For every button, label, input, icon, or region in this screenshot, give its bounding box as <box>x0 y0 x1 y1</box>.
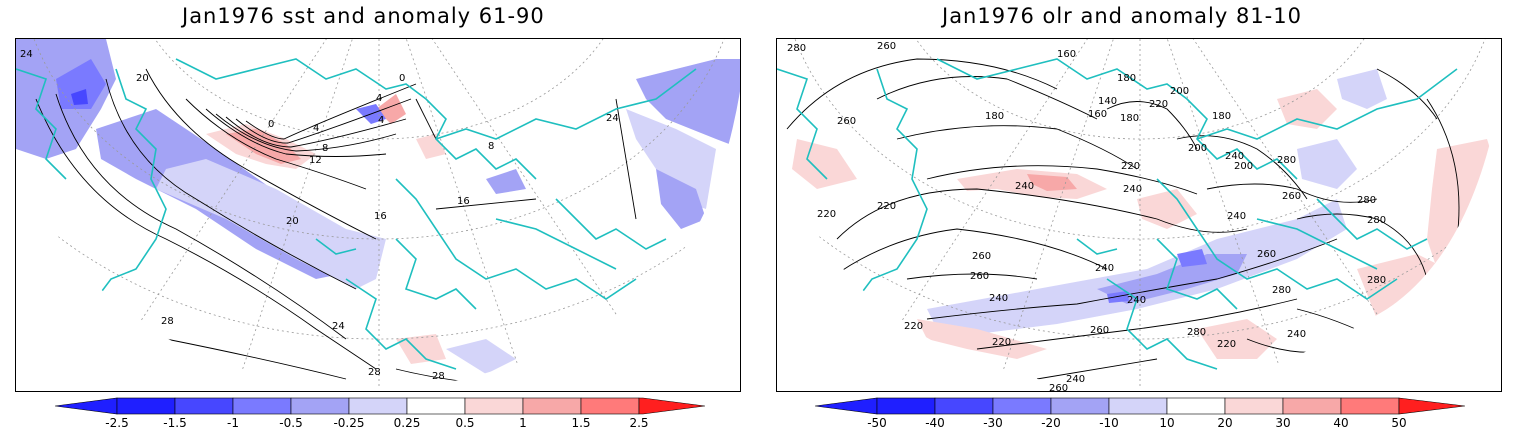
contour-label: 260 <box>970 271 989 282</box>
contour-label: 0 <box>399 73 405 84</box>
colorbar-label: 1.5 <box>571 416 591 430</box>
colorbar-label: 2.5 <box>629 416 649 430</box>
contour-label: 28 <box>368 367 381 378</box>
contour-label: 4 <box>378 115 384 126</box>
sst-map-svg: 24 20 0 4 8 12 0 4 4 8 16 16 20 24 24 28… <box>16 39 740 389</box>
colorbar-label: -0.25 <box>333 416 365 430</box>
colorbar-label: 0.25 <box>393 416 421 430</box>
contour-label: 16 <box>457 196 470 207</box>
contour-label: 12 <box>309 155 322 166</box>
contour-label: 280 <box>1272 285 1291 296</box>
colorbar-label: 50 <box>1391 416 1407 430</box>
contour-label: 240 <box>989 293 1008 304</box>
contour-label: 220 <box>1149 99 1168 110</box>
contour-label: 240 <box>1123 184 1142 195</box>
contour-label: 200 <box>1234 161 1253 172</box>
map-olr: 280 260 160 180 200 220 140 160 180 180 … <box>776 38 1502 392</box>
contour-label: 280 <box>1357 195 1376 206</box>
olr-contour-labels: 280 260 160 180 200 220 140 160 180 180 … <box>787 41 1386 392</box>
contour-label: 28 <box>161 316 174 327</box>
colorbar-label: -2.5 <box>105 416 129 430</box>
contour-label: 260 <box>837 116 856 127</box>
contour-label: 200 <box>1170 86 1189 97</box>
olr-map-svg: 280 260 160 180 200 220 140 160 180 180 … <box>777 39 1501 392</box>
colorbar-label: 1 <box>519 416 527 430</box>
sst-contour-labels: 24 20 0 4 8 12 0 4 4 8 16 16 20 24 24 28… <box>20 49 619 382</box>
contour-label: 200 <box>1188 143 1207 154</box>
contour-label: 4 <box>376 93 382 104</box>
contour-label: 20 <box>136 73 149 84</box>
colorbar-label: 40 <box>1333 416 1349 430</box>
contour-label: 0 <box>268 119 274 130</box>
contour-label: 28 <box>432 371 445 382</box>
contour-label: 20 <box>286 216 299 227</box>
contour-label: 260 <box>1282 191 1301 202</box>
colorbar-label: -30 <box>983 416 1003 430</box>
contour-label: 220 <box>1121 161 1140 172</box>
contour-label: 240 <box>1127 295 1146 306</box>
contour-label: 280 <box>1367 215 1386 226</box>
contour-label: 8 <box>322 143 328 154</box>
contour-label: 280 <box>1277 155 1296 166</box>
contour-label: 220 <box>992 337 1011 348</box>
contour-label: 180 <box>1120 113 1139 124</box>
contour-label: 160 <box>1057 49 1076 60</box>
contour-label: 280 <box>1187 327 1206 338</box>
colorbar-olr-svg <box>814 397 1466 415</box>
contour-label: 240 <box>1066 374 1085 385</box>
colorbar-label: 30 <box>1275 416 1291 430</box>
colorbar-label: -0.5 <box>279 416 303 430</box>
contour-label: 16 <box>374 211 387 222</box>
colorbar-olr: -50 -40 -30 -20 -10 10 20 30 40 50 <box>814 396 1466 430</box>
contour-label: 220 <box>904 321 923 332</box>
contour-label: 240 <box>1287 329 1306 340</box>
contour-label: 240 <box>1015 181 1034 192</box>
contour-label: 160 <box>1088 109 1107 120</box>
panel-title-olr: Jan1976 olr and anomaly 81-10 <box>942 4 1302 28</box>
contour-label: 220 <box>877 201 896 212</box>
contour-label: 140 <box>1098 96 1117 107</box>
contour-label: 24 <box>606 113 619 124</box>
contour-label: 260 <box>1049 383 1068 392</box>
colorbar-label: 0.5 <box>455 416 475 430</box>
sst-coastlines <box>16 58 697 370</box>
colorbar-sst: -2.5 -1.5 -1 -0.5 -0.25 0.25 0.5 1 1.5 2… <box>54 396 706 430</box>
map-sst: 24 20 0 4 8 12 0 4 4 8 16 16 20 24 24 28… <box>15 38 741 392</box>
colorbar-label: -10 <box>1099 416 1119 430</box>
contour-label: 180 <box>1117 73 1136 84</box>
colorbar-label: 10 <box>1159 416 1175 430</box>
contour-label: 260 <box>877 41 896 52</box>
contour-label: 180 <box>985 111 1004 122</box>
colorbar-label: -50 <box>867 416 887 430</box>
colorbar-label: -40 <box>925 416 945 430</box>
colorbar-label: -1.5 <box>163 416 187 430</box>
contour-label: 220 <box>1217 339 1236 350</box>
panel-title-sst: Jan1976 sst and anomaly 61-90 <box>182 4 545 28</box>
sst-contours <box>35 68 637 385</box>
contour-label: 220 <box>817 209 836 220</box>
contour-label: 24 <box>332 321 345 332</box>
contour-label: 280 <box>1367 275 1386 286</box>
contour-label: 4 <box>313 123 319 134</box>
contour-label: 280 <box>787 43 806 54</box>
contour-label: 24 <box>20 49 33 60</box>
colorbar-label: -20 <box>1041 416 1061 430</box>
colorbar-sst-svg <box>54 397 706 415</box>
colorbar-label: 20 <box>1217 416 1233 430</box>
contour-label: 8 <box>488 141 494 152</box>
contour-label: 240 <box>1227 211 1246 222</box>
olr-coastlines <box>777 58 1458 370</box>
contour-label: 240 <box>1095 263 1114 274</box>
contour-label: 240 <box>1225 151 1244 162</box>
colorbar-label: -1 <box>227 416 239 430</box>
contour-label: 260 <box>1090 325 1109 336</box>
contour-label: 180 <box>1212 111 1231 122</box>
contour-label: 260 <box>972 251 991 262</box>
contour-label: 260 <box>1257 249 1276 260</box>
